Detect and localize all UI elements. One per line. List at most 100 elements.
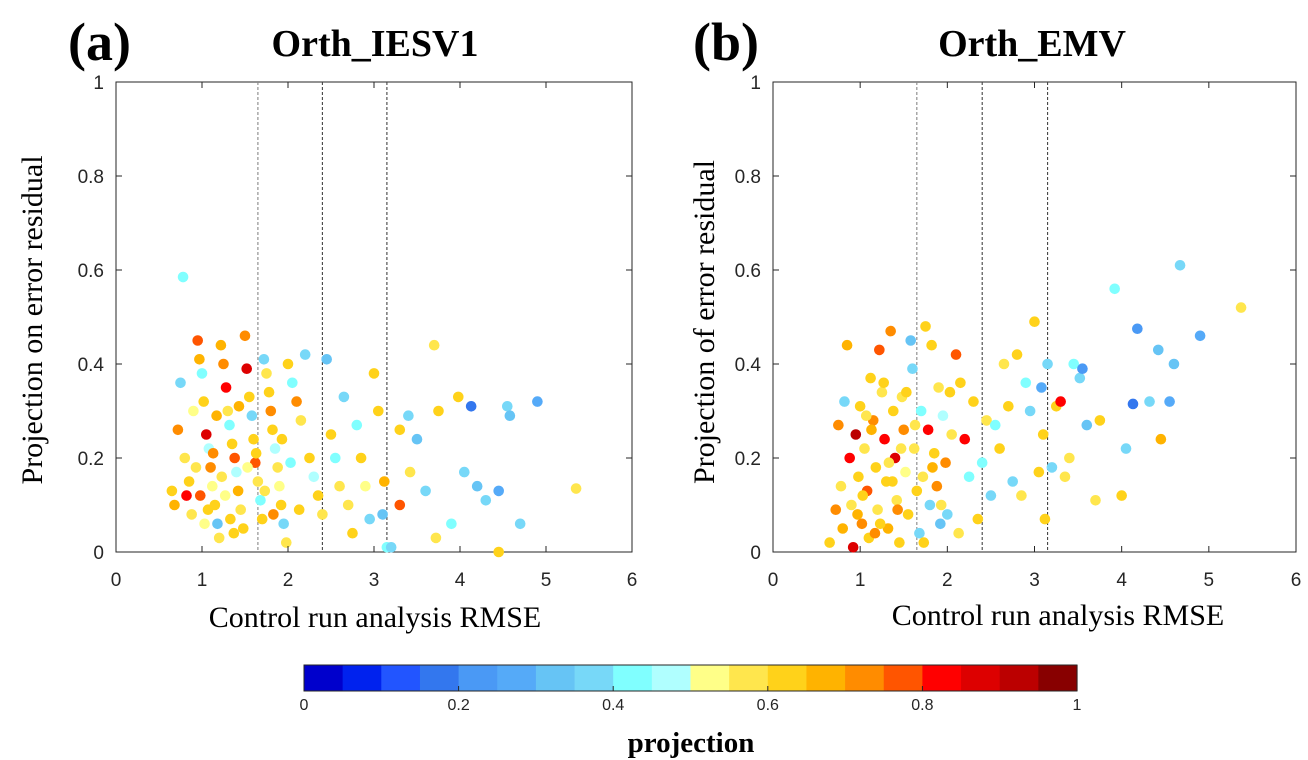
data-point-a [255,495,266,506]
data-point-a [430,532,442,544]
data-point-a [212,518,223,530]
y-tick-label-a: 0.2 [78,449,104,470]
data-point-b [853,471,864,483]
data-point-a [248,433,259,445]
data-point-b [1059,471,1071,483]
data-point-a [355,452,367,464]
y-tick-label-a: 0.6 [78,261,104,282]
data-point-b [895,443,907,454]
data-point-b [1090,495,1101,506]
panel-label-a: (a) [68,12,131,72]
data-point-b [1039,513,1051,525]
panel-title-a: Orth_IESV1 [272,23,479,65]
colorbar-label: projection [628,727,755,759]
data-point-a [351,419,363,431]
data-point-b [902,509,914,520]
data-point-a [177,271,189,283]
colorbar-tick-label: 0.8 [911,697,933,714]
data-point-b [937,410,949,422]
y-tick-label-a: 0.4 [78,355,105,376]
colorbar-cell [381,665,421,691]
data-point-a [465,401,477,412]
x-tick-label-b: 3 [1029,570,1040,591]
data-point-a [373,405,384,417]
data-point-a [224,419,235,431]
data-point-b [918,537,930,548]
data-point-b [1174,260,1186,271]
data-point-b [1094,415,1106,426]
data-point-b [989,419,1001,431]
data-point-b [935,499,947,511]
data-point-a [233,401,245,412]
data-point-a [207,480,218,492]
data-point-b [1168,358,1180,370]
data-point-b [860,410,872,422]
data-point-a [229,452,240,464]
colorbar-cell [574,665,614,691]
colorbar-cell [342,665,382,691]
data-point-a [502,401,513,412]
data-point-a [194,490,206,501]
colorbar-cells [304,665,1078,691]
data-point-b [900,466,911,478]
data-point-a [295,415,307,426]
data-point-b [1194,330,1206,342]
y-tick-label-b: 0.2 [735,449,761,470]
data-point-a [225,513,236,525]
data-point-b [914,527,925,539]
data-point-a [250,457,261,469]
colorbar-cell [961,665,1001,691]
data-point-b [1029,316,1040,328]
data-point-a [394,499,406,511]
data-point-b [1033,466,1045,478]
data-point-b [857,490,869,501]
colorbar-cell [845,665,885,691]
data-point-b [892,504,903,515]
data-point-a [172,424,184,436]
colorbar: 0 0.2 0.4 0.6 0.8 1 projection [300,664,1082,759]
data-point-b [963,471,975,483]
data-point-a [261,368,272,379]
data-point-a [285,457,296,469]
data-point-a [274,480,285,492]
data-point-b [1164,396,1175,407]
data-point-b [1011,349,1023,360]
data-point-a [321,354,333,365]
data-point-a [201,429,212,440]
data-point-b [891,495,903,506]
data-point-b [1016,490,1027,501]
data-point-b [852,509,863,520]
data-point-b [931,480,943,492]
colorbar-cell [806,665,846,691]
data-point-b [976,457,988,469]
data-point-b [1024,405,1036,417]
data-point-b [882,523,894,534]
data-point-b [883,457,895,469]
y-tick-label-b: 0.8 [735,167,761,188]
data-point-a [269,443,281,454]
data-point-a [278,518,290,530]
data-point-b [1007,476,1019,487]
x-tick-label-b: 1 [855,570,866,591]
data-point-a [325,429,337,440]
y-tick-label-b: 0 [750,543,761,564]
data-point-b [872,504,883,515]
data-point-a [268,509,279,520]
colorbar-tick-label: 1 [1073,697,1082,714]
data-point-b [927,462,938,473]
data-point-b [1120,443,1132,454]
data-point-a [265,405,277,417]
data-point-b [909,419,921,431]
data-point-a [312,490,324,501]
colorbar-tick-label: 0 [300,697,309,714]
data-point-b [1109,283,1120,295]
data-point-b [1132,323,1143,335]
data-point-a [480,495,492,506]
data-point-b [1116,490,1127,501]
data-point-b [968,396,979,407]
data-point-b [1235,302,1247,313]
plot-area-b: 0 1 2 3 4 5 6 0 0.2 0.4 0.6 0.8 1 [735,73,1302,591]
colorbar-cell [1038,665,1078,691]
data-point-a [202,504,214,515]
data-point-a [216,471,228,483]
